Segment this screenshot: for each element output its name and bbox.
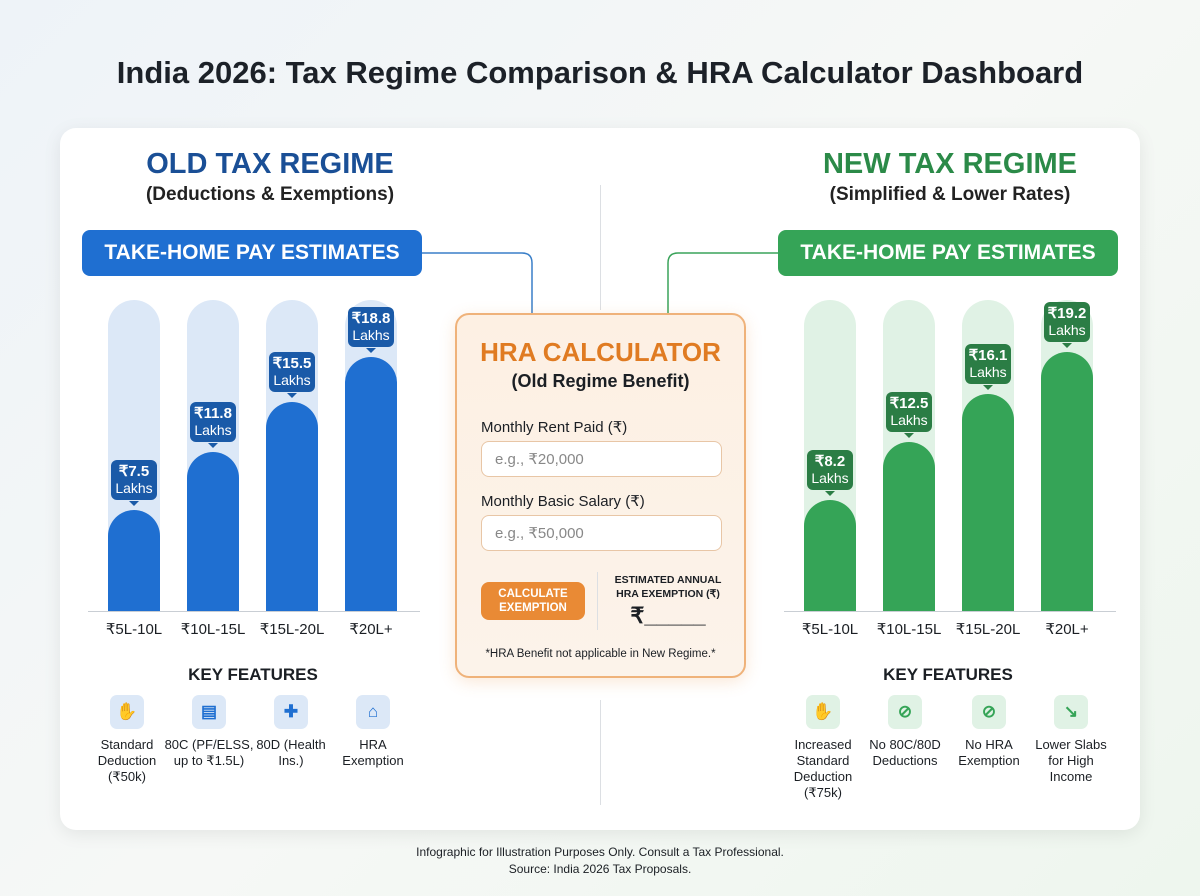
divider: [600, 185, 601, 310]
feature-item: ✚ 80D (Health Ins.): [246, 695, 336, 769]
hra-title: HRA CALCULATOR: [480, 337, 721, 367]
bar-3: [1041, 351, 1093, 611]
data-label: ₹8.2 Lakhs: [807, 450, 853, 497]
hra-calculator-panel: HRA CALCULATOR (Old Regime Benefit) Mont…: [455, 313, 746, 678]
feature-item: ✋ Increased Standard Deduction (₹75k): [778, 695, 868, 801]
bar-0: [108, 509, 160, 611]
hand-coin-icon: ✋: [806, 695, 840, 729]
feature-label: 80C (PF/ELSS, up to ₹1.5L): [164, 737, 254, 768]
salary-label: Monthly Basic Salary (₹): [481, 493, 645, 510]
trend-down-icon: ↘: [1054, 695, 1088, 729]
hra-note: *HRA Benefit not applicable in New Regim…: [485, 648, 716, 660]
feature-label: Lower Slabs for High Income: [1035, 737, 1107, 784]
value-label: ₹8.2: [814, 453, 846, 471]
shield-plus-icon: ✚: [274, 695, 308, 729]
footer-disclaimer: Infographic for Illustration Purposes On…: [416, 845, 784, 859]
old-take-home-banner: TAKE-HOME PAY ESTIMATES: [82, 230, 422, 276]
feature-item: ⊘ No 80C/80D Deductions: [860, 695, 950, 769]
old-key-features-title: KEY FEATURES: [188, 665, 318, 684]
prohibited-icon: ⊘: [972, 695, 1006, 729]
house-bed-icon: ⌂: [356, 695, 390, 729]
unit-label: Lakhs: [273, 371, 311, 388]
bar-1: [187, 451, 239, 611]
data-label: ₹18.8 Lakhs: [348, 307, 394, 354]
value-label: ₹19.2: [1047, 304, 1087, 322]
rent-label: Monthly Rent Paid (₹): [481, 419, 628, 436]
x-tick-label: ₹5L-10L: [105, 621, 163, 638]
feature-item: ⌂ HRA Exemption: [328, 695, 418, 769]
x-tick-label: ₹15L-20L: [955, 621, 1021, 638]
value-label: ₹18.8: [351, 310, 391, 328]
bar-1: [883, 442, 935, 611]
document-icon: ▤: [192, 695, 226, 729]
unit-label: Lakhs: [115, 479, 153, 496]
page-title: India 2026: Tax Regime Comparison & HRA …: [116, 55, 1084, 90]
prohibited-icon: ⊘: [888, 695, 922, 729]
x-tick-label: ₹20L+: [349, 621, 393, 638]
data-label: ₹16.1 Lakhs: [965, 343, 1011, 390]
hra-subtitle: (Old Regime Benefit): [511, 371, 690, 391]
unit-label: Lakhs: [352, 327, 390, 344]
result-label: ESTIMATED ANNUAL HRA EXEMPTION (₹): [614, 574, 722, 600]
old-regime-title: OLD TAX REGIME: [146, 148, 394, 180]
x-axis-baseline: [88, 611, 420, 612]
feature-item: ▤ 80C (PF/ELSS, up to ₹1.5L): [164, 695, 254, 769]
data-label: ₹12.5 Lakhs: [886, 392, 932, 439]
feature-label: HRA Exemption: [342, 737, 404, 768]
unit-label: Lakhs: [811, 470, 849, 487]
x-tick-label: ₹5L-10L: [801, 621, 859, 638]
feature-label: No HRA Exemption: [958, 737, 1020, 768]
new-key-features-title: KEY FEATURES: [883, 665, 1013, 684]
footer: Infographic for Illustration Purposes On…: [0, 844, 1200, 878]
unit-label: Lakhs: [194, 421, 232, 438]
value-label: ₹12.5: [889, 395, 929, 413]
calculate-exemption-button[interactable]: CALCULATE EXEMPTION: [481, 582, 585, 620]
x-axis-baseline: [784, 611, 1116, 612]
salary-input[interactable]: e.g., ₹50,000: [481, 515, 722, 551]
bar-2: [266, 401, 318, 611]
value-label: ₹16.1: [968, 346, 1008, 364]
new-regime-title: NEW TAX REGIME: [822, 148, 1078, 180]
feature-label: 80D (Health Ins.): [256, 737, 326, 768]
data-label: ₹15.5 Lakhs: [269, 351, 315, 398]
result-value: ₹_____: [630, 603, 706, 628]
x-tick-label: ₹10L-15L: [876, 621, 942, 638]
unit-label: Lakhs: [969, 363, 1007, 380]
data-label: ₹11.8 Lakhs: [190, 401, 236, 448]
new-take-home-banner: TAKE-HOME PAY ESTIMATES: [778, 230, 1118, 276]
feature-item: ↘ Lower Slabs for High Income: [1026, 695, 1116, 785]
value-label: ₹11.8: [194, 404, 232, 422]
bar-2: [962, 393, 1014, 611]
bar-0: [804, 500, 856, 611]
x-tick-label: ₹20L+: [1045, 621, 1089, 638]
value-label: ₹7.5: [118, 462, 150, 480]
x-tick-label: ₹15L-20L: [259, 621, 325, 638]
unit-label: Lakhs: [1048, 321, 1086, 338]
x-tick-label: ₹10L-15L: [180, 621, 246, 638]
rent-input[interactable]: e.g., ₹20,000: [481, 441, 722, 477]
footer-source: Source: India 2026 Tax Proposals.: [508, 862, 692, 876]
feature-label: Standard Deduction (₹50k): [97, 737, 157, 784]
hand-coin-icon: ✋: [110, 695, 144, 729]
feature-label: No 80C/80D Deductions: [869, 737, 941, 768]
divider: [597, 572, 598, 630]
unit-label: Lakhs: [890, 412, 928, 429]
old-regime-subtitle: (Deductions & Exemptions): [145, 184, 395, 205]
bar-3: [345, 357, 397, 611]
value-label: ₹15.5: [272, 354, 312, 372]
feature-label: Increased Standard Deduction (₹75k): [793, 737, 853, 800]
data-label: ₹19.2 Lakhs: [1044, 301, 1090, 348]
new-regime-subtitle: (Simplified & Lower Rates): [829, 184, 1071, 205]
feature-item: ⊘ No HRA Exemption: [944, 695, 1034, 769]
divider: [600, 700, 601, 805]
feature-item: ✋ Standard Deduction (₹50k): [82, 695, 172, 785]
data-label: ₹7.5 Lakhs: [111, 459, 157, 506]
